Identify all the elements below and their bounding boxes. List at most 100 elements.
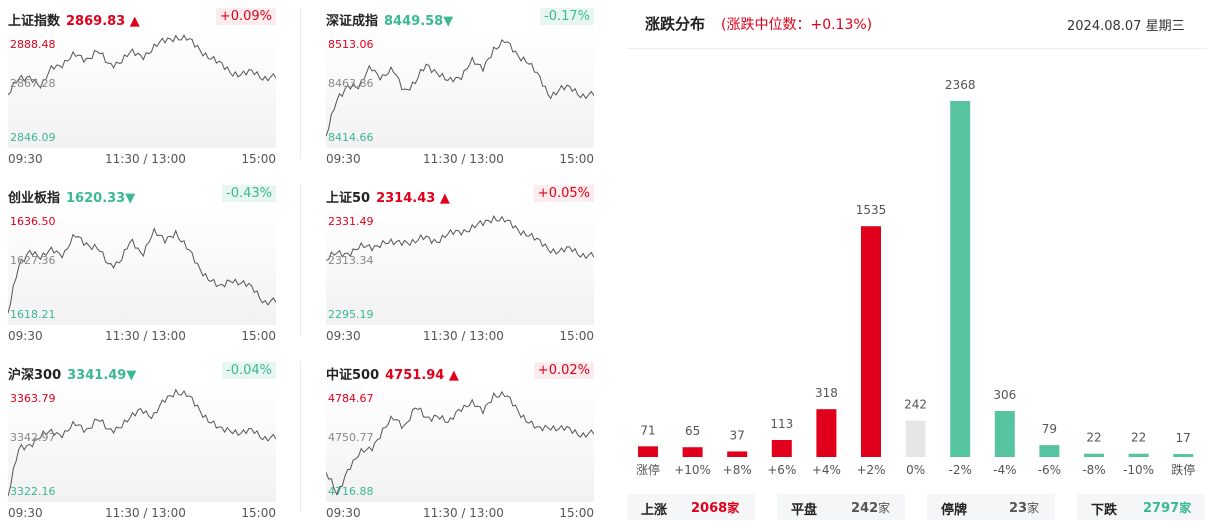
index-title: 创业板指 1620.33▼ xyxy=(8,187,135,206)
index-change-badge: +0.09% xyxy=(215,8,276,25)
bar-5 xyxy=(861,226,881,457)
bar-value-label: 306 xyxy=(993,388,1016,402)
chart-high-label: 4784.67 xyxy=(328,392,374,405)
bar-value-label: 71 xyxy=(640,423,655,437)
index-change-badge: -0.04% xyxy=(222,362,276,379)
chart-mid-label: 2867.28 xyxy=(10,77,56,90)
index-value: 8449.58▼ xyxy=(384,14,454,29)
sparkline xyxy=(326,215,594,261)
index-panel-sse50[interactable]: 上证50 2314.43 ▲ +0.05% 2331.49 2313.34 229… xyxy=(326,177,594,347)
bar-value-label: 65 xyxy=(685,424,700,438)
bar-category-label: +8% xyxy=(723,463,752,477)
time-axis-mid: 11:30 / 13:00 xyxy=(105,506,186,520)
time-axis-start: 09:30 xyxy=(326,329,361,343)
time-axis-start: 09:30 xyxy=(326,152,361,166)
index-title: 沪深300 3341.49▼ xyxy=(8,364,136,383)
index-sparkline-chart: 8513.06 8463.86 8414.66 xyxy=(326,30,594,148)
bar-value-label: 1535 xyxy=(856,203,887,217)
chart-high-label: 3363.79 xyxy=(10,392,56,405)
bar-12 xyxy=(1173,454,1194,457)
rise-fall-distribution-panel: 涨跌分布 (涨跌中位数：+0.13%) 2024.08.07 星期三 71 涨停 6… xyxy=(627,0,1207,523)
time-axis-mid: 11:30 / 13:00 xyxy=(423,329,504,343)
distribution-median: (涨跌中位数：+0.13%) xyxy=(721,17,873,33)
sparkline xyxy=(8,34,276,96)
bar-category-label: +2% xyxy=(856,463,885,477)
summary-rise: 上涨 2068家 xyxy=(627,494,755,520)
index-value: 2314.43 ▲ xyxy=(376,191,450,206)
chart-low-label: 3322.16 xyxy=(10,485,56,498)
time-axis-mid: 11:30 / 13:00 xyxy=(423,152,504,166)
sparkline xyxy=(326,390,594,496)
bar-11 xyxy=(1128,453,1149,457)
chart-high-label: 1636.50 xyxy=(10,215,56,228)
index-title: 上证指数 2869.83 ▲ xyxy=(8,10,140,29)
index-name: 深证成指 xyxy=(326,14,379,29)
summary-label: 停牌 xyxy=(941,503,968,518)
summary-value: 2068家 xyxy=(691,501,740,516)
index-change-badge: -0.17% xyxy=(540,8,594,25)
time-axis-end: 15:00 xyxy=(559,329,594,343)
chart-high-label: 2888.48 xyxy=(10,38,56,51)
sparkline-line xyxy=(8,227,276,314)
header-divider xyxy=(627,48,1207,49)
time-axis-end: 15:00 xyxy=(559,152,594,166)
index-value: 2869.83 ▲ xyxy=(66,14,140,29)
bar-7 xyxy=(950,101,971,457)
index-panel-csi300[interactable]: 沪深300 3341.49▼ -0.04% 3363.79 3342.97 332… xyxy=(8,354,276,523)
sparkline-line xyxy=(8,34,276,96)
bar-category-label: -8% xyxy=(1082,463,1105,477)
time-axis-end: 15:00 xyxy=(559,506,594,520)
chart-low-label: 4716.88 xyxy=(328,485,374,498)
index-name: 沪深300 xyxy=(8,368,62,383)
time-axis-mid: 11:30 / 13:00 xyxy=(105,152,186,166)
index-title: 中证500 4751.94 ▲ xyxy=(326,364,459,383)
summary-suspended: 停牌 23家 xyxy=(927,494,1055,520)
sparkline xyxy=(8,227,276,314)
index-panel-chinext[interactable]: 创业板指 1620.33▼ -0.43% 1636.50 1627.36 1618… xyxy=(8,177,276,347)
index-change-badge: +0.05% xyxy=(533,185,594,202)
distribution-date: 2024.08.07 星期三 xyxy=(1067,19,1185,34)
bar-value-label: 17 xyxy=(1176,431,1191,445)
index-sparkline-chart: 2888.48 2867.28 2846.09 xyxy=(8,30,276,148)
bar-category-label: -2% xyxy=(949,463,972,477)
summary-fall: 下跌 2797家 xyxy=(1077,494,1205,520)
time-axis-end: 15:00 xyxy=(241,506,276,520)
bar-0 xyxy=(638,446,658,457)
index-title: 深证成指 8449.58▼ xyxy=(326,10,453,29)
bar-10 xyxy=(1084,453,1104,457)
index-sparkline-chart: 3363.79 3342.97 3322.16 xyxy=(8,384,276,502)
panel-divider xyxy=(300,185,301,335)
bar-value-label: 318 xyxy=(815,386,838,400)
chart-mid-label: 1627.36 xyxy=(10,254,56,267)
time-axis-start: 09:30 xyxy=(8,152,43,166)
summary-value: 2797家 xyxy=(1143,501,1192,516)
summary-label: 下跌 xyxy=(1091,503,1118,518)
time-axis-start: 09:30 xyxy=(8,506,43,520)
chart-low-label: 2295.19 xyxy=(328,308,374,321)
index-panel-shanghai[interactable]: 上证指数 2869.83 ▲ +0.09% 2888.48 2867.28 284… xyxy=(8,0,276,170)
summary-value: 242家 xyxy=(851,501,891,516)
index-panel-csi500[interactable]: 中证500 4751.94 ▲ +0.02% 4784.67 4750.77 47… xyxy=(326,354,594,523)
bar-8 xyxy=(994,410,1015,457)
bar-category-label: 跌停 xyxy=(1171,462,1195,477)
bar-category-label: 涨停 xyxy=(636,462,660,477)
chart-mid-label: 3342.97 xyxy=(10,431,56,444)
index-panel-shenzhen[interactable]: 深证成指 8449.58▼ -0.17% 8513.06 8463.86 8414… xyxy=(326,0,594,170)
distribution-bar-chart: 71 涨停 65 +10% 37 +8% 113 +6% 318 +4% 1535 +2% 242 0% 2… xyxy=(636,78,1195,477)
sparkline-line xyxy=(326,39,594,137)
bar-category-label: -6% xyxy=(1038,463,1061,477)
bar-value-label: 242 xyxy=(904,398,927,412)
bar-category-label: -4% xyxy=(993,463,1016,477)
panel-divider xyxy=(300,362,301,512)
time-axis-mid: 11:30 / 13:00 xyxy=(423,506,504,520)
time-axis-mid: 11:30 / 13:00 xyxy=(105,329,186,343)
chart-mid-label: 4750.77 xyxy=(328,431,374,444)
chart-high-label: 8513.06 xyxy=(328,38,374,51)
index-value: 4751.94 ▲ xyxy=(385,368,459,383)
distribution-title: 涨跌分布 xyxy=(645,15,706,33)
summary-label: 上涨 xyxy=(641,503,668,518)
index-name: 中证500 xyxy=(326,368,380,383)
index-change-badge: -0.43% xyxy=(222,185,276,202)
bar-value-label: 22 xyxy=(1086,431,1101,445)
bar-value-label: 113 xyxy=(770,417,793,431)
